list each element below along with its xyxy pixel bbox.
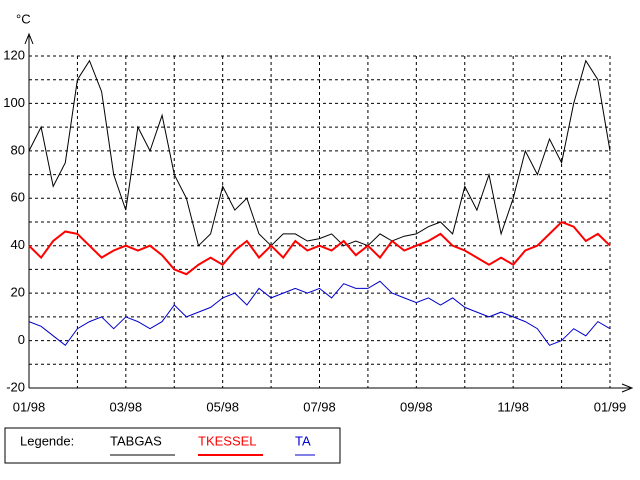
x-tick-label: 05/98 [206, 399, 239, 414]
x-tick-label: 01/99 [594, 399, 627, 414]
y-tick-label: 20 [11, 285, 25, 300]
series-line [28, 280, 611, 347]
legend-title: Legende: [20, 433, 74, 448]
y-axis-label: °C [16, 11, 31, 26]
x-tick-label: 09/98 [400, 399, 433, 414]
y-tick-label: 0 [18, 332, 25, 347]
series-line [28, 59, 611, 247]
x-tick-label: 11/98 [497, 399, 529, 414]
x-axis-arrow [621, 383, 634, 393]
series-line [28, 220, 611, 276]
x-tick-label: 01/98 [13, 399, 46, 414]
x-tick-label: 03/98 [110, 399, 143, 414]
x-tick-label: 07/98 [303, 399, 336, 414]
y-tick-label: -20 [6, 379, 25, 394]
y-tick-label: 40 [11, 237, 25, 252]
y-axis-arrow [24, 32, 34, 45]
legend-box [4, 427, 341, 464]
y-tick-label: 60 [11, 190, 25, 205]
legend-label: TKESSEL [198, 433, 257, 448]
legend-label: TA [295, 433, 311, 448]
legend-label: TABGAS [110, 433, 162, 448]
y-tick-label: 120 [3, 47, 25, 62]
y-tick-label: 80 [11, 142, 25, 157]
y-tick-label: 100 [3, 95, 25, 110]
